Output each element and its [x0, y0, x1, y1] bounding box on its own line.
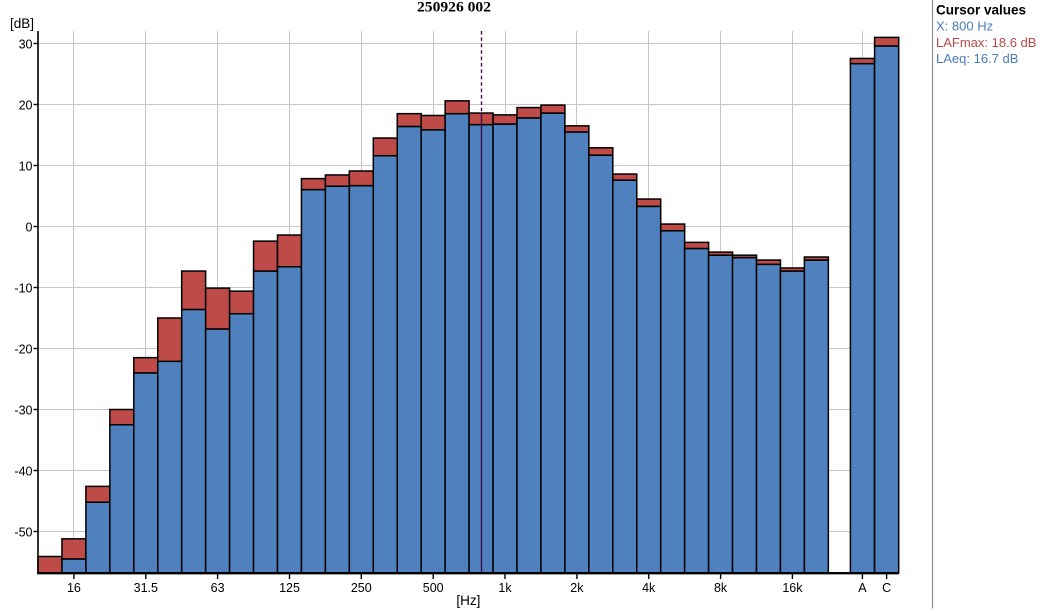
svg-text:63: 63 [211, 581, 225, 595]
svg-text:8k: 8k [714, 581, 728, 595]
svg-text:250: 250 [351, 581, 372, 595]
svg-text:-40: -40 [14, 465, 32, 479]
svg-text:LAeq: 16.7 dB: LAeq: 16.7 dB [936, 51, 1018, 66]
svg-text:20: 20 [19, 99, 33, 113]
svg-text:16: 16 [67, 581, 81, 595]
svg-text:-50: -50 [14, 526, 32, 540]
svg-text:-20: -20 [14, 343, 32, 357]
svg-text:10: 10 [19, 160, 33, 174]
svg-text:250926 002: 250926 002 [417, 0, 491, 16]
svg-text:X: 800 Hz: X: 800 Hz [936, 19, 993, 34]
svg-text:0: 0 [26, 221, 33, 235]
svg-text:-10: -10 [14, 282, 32, 296]
svg-text:4k: 4k [642, 581, 656, 595]
svg-text:125: 125 [279, 581, 300, 595]
svg-text:LAFmax: 18.6 dB: LAFmax: 18.6 dB [936, 35, 1036, 50]
svg-text:A: A [858, 581, 867, 595]
svg-text:[Hz]: [Hz] [456, 593, 480, 608]
svg-text:30: 30 [19, 38, 33, 52]
svg-text:16k: 16k [782, 581, 803, 595]
svg-text:[dB]: [dB] [10, 16, 34, 31]
svg-text:-30: -30 [14, 404, 32, 418]
svg-text:500: 500 [423, 581, 444, 595]
svg-text:2k: 2k [570, 581, 584, 595]
svg-text:1k: 1k [498, 581, 512, 595]
svg-text:Cursor values: Cursor values [936, 3, 1026, 18]
svg-text:C: C [882, 581, 891, 595]
svg-text:31.5: 31.5 [134, 581, 158, 595]
